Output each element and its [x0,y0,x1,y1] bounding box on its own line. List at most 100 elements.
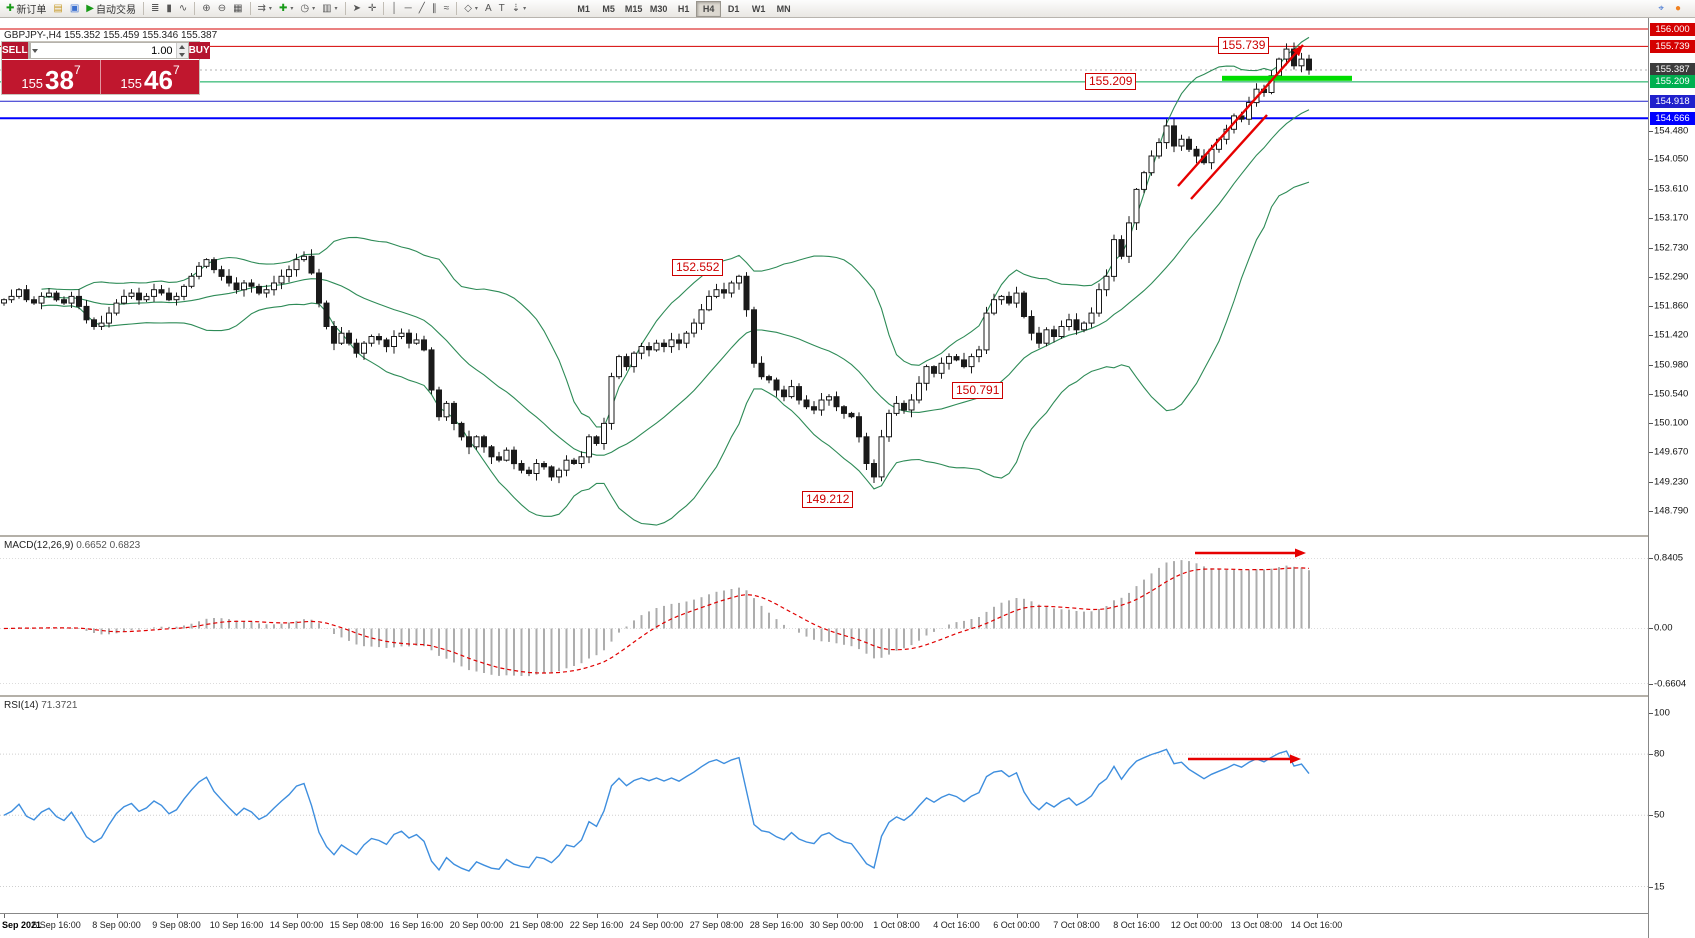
timeframe-h1-button[interactable]: H1 [677,3,690,14]
vertical-line-button[interactable]: │ [388,1,400,17]
scale-tick-mark [1649,188,1653,190]
zoom-in-button[interactable]: ⊕ [199,1,213,17]
time-tick-mark [356,914,358,918]
channel-button[interactable]: ∥ [429,1,440,17]
time-axis-label: 4 Oct 16:00 [933,920,980,930]
time-tick-mark [1076,914,1078,918]
timeframe-d1-button[interactable]: D1 [727,3,740,14]
navigator-button[interactable]: ⇉ ▾ [255,1,275,17]
scale-label: 0.00 [1654,622,1673,634]
zoom-out-button[interactable]: ⊖ [215,1,229,17]
scale-label: 151.860 [1654,300,1689,312]
new-order-button[interactable]: ✚ 新订单 [3,1,49,17]
buy-button[interactable]: BUY [188,42,210,59]
candlestick-chart-button[interactable]: ▮ [163,1,175,17]
price-badge: 155.387 [1650,63,1695,77]
template-icon: ▥ [322,2,332,14]
chevron-down-icon[interactable]: ▾ [312,6,316,12]
market-watch-button[interactable]: ▣ [67,1,82,17]
panel-splitter[interactable] [0,695,1695,697]
text-button[interactable]: A [482,1,495,17]
tile-windows-button[interactable]: ▦ [230,1,245,17]
price-annotation[interactable]: 149.212 [802,491,854,508]
toolbar-separator [249,2,251,15]
time-axis-label: 20 Sep 00:00 [449,920,504,930]
main-price-chart[interactable] [0,18,1648,535]
chevron-down-icon[interactable]: ▾ [334,6,338,12]
timeframe-w1-button[interactable]: W1 [751,3,766,14]
add-indicator-button[interactable]: ✚ ▾ [276,1,296,17]
horizontal-line-button[interactable]: ─ [402,1,415,17]
buy-price-display[interactable]: 155 46 7 [101,60,199,94]
profiles-button[interactable]: ▤ [50,1,65,17]
line-chart-button[interactable]: ∿ [176,1,190,17]
price-divider [100,60,101,94]
price-annotation[interactable]: 155.739 [1218,37,1270,54]
community-button[interactable]: ● [1672,1,1684,17]
period-menu-button[interactable]: ◷ ▾ [297,1,318,17]
chevron-down-icon[interactable]: ▾ [474,6,478,12]
timeframe-h4-button[interactable]: H4 [696,0,722,17]
order-type-dropdown[interactable] [27,42,38,59]
time-tick-mark [416,914,418,918]
macd-values: 0.6652 0.6823 [76,540,141,551]
macd-indicator-label: MACD(12,26,9) 0.6652 0.6823 [4,540,140,551]
timeframe-m15-button[interactable]: M15 [624,3,643,14]
text-label-button[interactable]: T [496,1,508,17]
macd-indicator-panel[interactable] [0,537,1648,695]
bid-pip-digit: 7 [73,63,81,77]
sell-price-display[interactable]: 155 38 7 [2,60,100,94]
price-badge: 155.209 [1650,75,1695,89]
template-button[interactable]: ▥ ▾ [319,1,340,17]
trendline-button[interactable]: ╱ [416,1,428,17]
timeframe-m5-button[interactable]: M5 [602,3,615,14]
time-tick-mark [536,914,538,918]
scale-label: 149.230 [1654,476,1689,488]
trade-panel-prices: 155 38 7 155 46 7 [2,60,199,94]
price-annotation[interactable]: 155.209 [1085,73,1137,90]
ask-pip-digit: 7 [172,63,180,77]
crosshair-button[interactable]: ✛ [365,1,379,17]
period-menu-icon: ◷ [300,2,310,14]
scale-label: 150.540 [1654,388,1689,400]
ask-prefix: 155 [120,75,143,91]
scale-tick-mark [1649,335,1653,337]
timeframe-m1-button[interactable]: M1 [577,3,590,14]
chevron-down-icon[interactable]: ▾ [268,6,272,12]
scale-tick-mark [1649,510,1653,512]
time-axis-label: 6 Oct 00:00 [993,920,1040,930]
time-tick-mark [956,914,958,918]
fibonacci-button[interactable]: ≈ [441,1,453,17]
autotrading-button[interactable]: ▶ 自动交易 [83,1,139,17]
bar-chart-button[interactable]: ≣ [148,1,162,17]
timeframe-m30-button[interactable]: M30 [649,3,668,14]
timeframe-mn-button[interactable]: MN [776,3,791,14]
chevron-down-icon[interactable]: ▾ [523,6,527,12]
scale-tick-mark [1649,394,1653,395]
price-scale[interactable]: 154.480 154.050 153.610 153.170 152.730 152.2… [1648,18,1695,938]
search-button[interactable]: ⌖ [1655,1,1667,17]
chevron-down-icon[interactable]: ▾ [290,6,294,12]
arrows-button[interactable]: ⇣ ▾ [509,1,529,17]
time-tick-mark [176,914,178,918]
sell-button[interactable]: SELL [2,42,28,59]
volume-increase-button[interactable] [176,43,188,51]
panel-splitter[interactable] [0,535,1695,537]
scale-tick-mark [1649,305,1653,307]
toolbar-separator [143,2,144,15]
time-tick-mark [1136,914,1138,918]
shapes-button[interactable]: ◇ ▾ [461,1,481,17]
time-axis[interactable]: Sep 2021 6 Sep 16:00 8 Sep 00:00 9 Sep 08:0… [0,913,1648,938]
price-annotation[interactable]: 152.552 [672,259,724,276]
volume-decrease-button[interactable] [176,50,188,58]
volume-input[interactable] [30,43,176,58]
time-axis-label: 1 Oct 08:00 [873,920,920,930]
price-annotation[interactable]: 150.791 [952,382,1004,399]
toolbar-separator [383,2,385,15]
cursor-button[interactable]: ➤ [350,1,364,17]
ask-big-digits: 46 [144,64,173,95]
time-axis-label: 28 Sep 16:00 [749,920,804,930]
time-tick-mark [896,914,898,918]
rsi-indicator-panel[interactable] [0,697,1648,913]
